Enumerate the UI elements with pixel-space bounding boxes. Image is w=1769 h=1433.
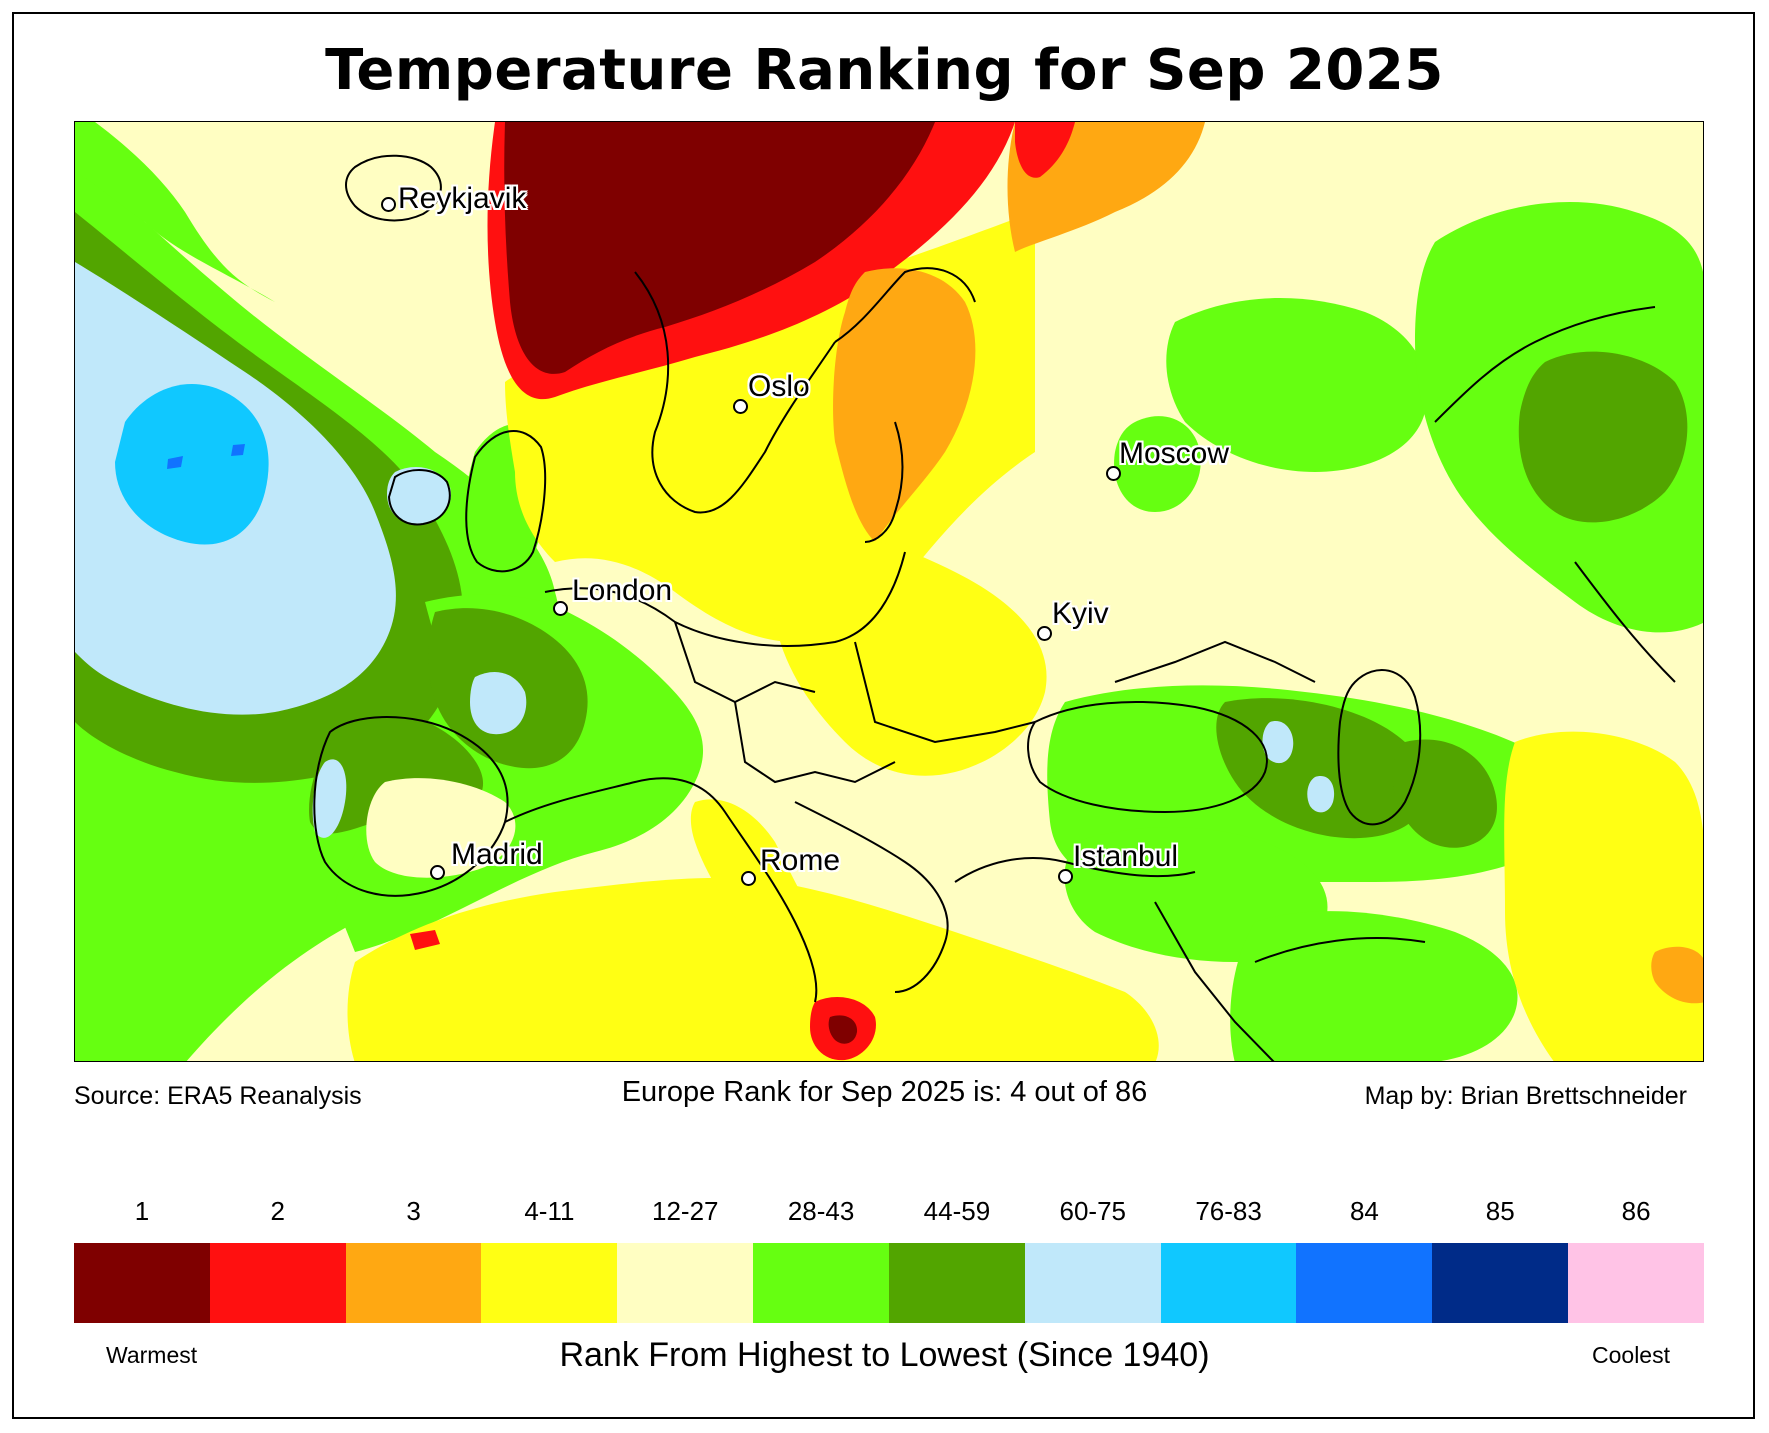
legend-class-label: 28-43 [787,1196,855,1226]
legend-class-label: 60-75 [1059,1196,1127,1226]
rank-region-60-75-france [470,672,527,735]
legend-coolest-label: Coolest [1592,1342,1670,1368]
city-marker [1106,466,1121,481]
legend-labels: 1 2 3 4-11 12-27 28-43 44-59 60-75 76-83 84 85 86 [74,1196,1704,1232]
legend-swatch-2 [209,1243,346,1323]
legend-swatch-86 [1568,1243,1704,1323]
legend-class-label: 4-11 [524,1196,575,1226]
city-label: Reykjavik [398,182,527,215]
city-marker [381,197,396,212]
rank-region-28-43-north-atlantic [75,122,275,302]
city-marker [430,865,445,880]
legend-swatch-28-43 [753,1243,889,1323]
map-title: Temperature Ranking for Sep 2025 [325,38,1444,103]
city-label: London [572,574,673,607]
city-label: Oslo [748,370,810,403]
rank-region-28-43-moscow [1114,416,1201,512]
city-marker [553,601,568,616]
legend-class-label: 12-27 [652,1196,719,1226]
rank-region-12-27-spain [366,778,516,878]
city-label: Moscow [1119,437,1230,470]
rank-region-2-spain [410,930,440,950]
rank-region-44-59-russia-east [1518,351,1688,523]
author-credit: Map by: Brian Brettschneider [1364,1082,1687,1110]
legend-class-label: 76-83 [1195,1196,1262,1226]
rank-region-60-75-ireland [387,467,451,525]
city-marker [733,399,748,414]
rank-region-1-sicily [828,1015,858,1044]
city-marker [741,871,756,886]
rank-region-76-83-atlantic [115,383,269,545]
rank-region-4-11-east [771,533,1047,776]
rank-region-28-43-russia-west [1166,298,1428,472]
legend-swatch-85 [1432,1243,1569,1323]
legend-swatch-84 [1296,1243,1433,1323]
legend-class-label: 1 [134,1196,150,1226]
legend-class-label: 84 [1349,1196,1379,1226]
city-marker [1058,869,1073,884]
rank-region-12-27-iceland [338,148,448,225]
city-label: Kyiv [1052,597,1109,630]
legend-class-label: 3 [406,1196,421,1226]
city-marker [1037,626,1052,641]
rank-region-3-baltic [833,268,976,542]
map-canvas [75,122,1703,1061]
rank-region-4-11-mediterranean [347,877,1159,1061]
legend-swatch-12-27 [617,1243,754,1323]
legend-swatch-44-59 [888,1243,1025,1323]
legend-class-label: 85 [1485,1196,1515,1226]
rank-region-28-43-mideast [1230,911,1518,1061]
rank-region-4-11-iran [1504,731,1703,1061]
legend-swatch-4-11 [481,1243,618,1323]
rank-region-60-75-caspian [1262,721,1335,813]
legend-swatch-1 [74,1243,210,1323]
rank-region-84-atlantic [167,444,245,469]
legend-class-label: 86 [1621,1196,1651,1226]
legend-swatch-76-83 [1160,1243,1297,1323]
rank-region-2-kola [1015,122,1075,178]
source-credit: Source: ERA5 Reanalysis [74,1082,362,1110]
rank-summary: Europe Rank for Sep 2025 is: 4 out of 86 [621,1076,1148,1108]
city-label: Rome [760,844,841,877]
city-label: Madrid [451,838,543,871]
legend-title: Rank From Highest to Lowest (Since 1940) [559,1336,1210,1374]
rank-region-4-11-italy [690,799,839,992]
rank-region-44-59-caspian [1392,739,1497,848]
legend-class-label: 44-59 [923,1196,991,1226]
figure-frame [12,12,1755,1419]
legend-class-label: 2 [270,1196,285,1226]
rank-map[interactable]: Reykjavik Oslo Moscow London Kyiv Madrid… [74,121,1704,1062]
legend-swatch-60-75 [1024,1243,1161,1323]
legend-warmest-label: Warmest [106,1342,198,1368]
legend-swatch-3 [345,1243,482,1323]
city-label: Istanbul [1073,840,1179,873]
rank-region-60-75-portugal [312,759,347,838]
legend-colorbar [74,1243,1704,1323]
rank-region-3-iran [1651,946,1703,1004]
rank-region-1-north [504,122,935,374]
coastlines [313,154,1676,1061]
